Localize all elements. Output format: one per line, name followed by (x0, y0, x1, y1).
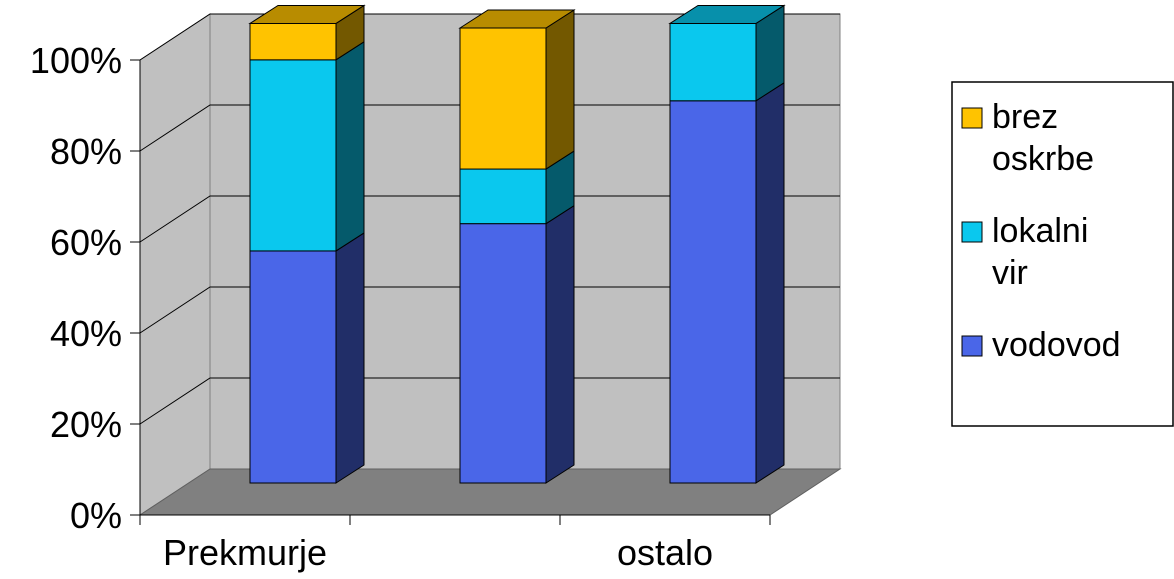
gridline (139, 286, 840, 334)
bar-front (669, 22, 757, 102)
bar-side (545, 204, 575, 484)
bar-top (668, 4, 786, 24)
legend-label: lokalni (992, 212, 1088, 250)
gridline (139, 13, 840, 61)
legend-label: oskrbe (992, 140, 1094, 178)
bar-front (249, 22, 337, 61)
legend-swatch (961, 107, 983, 129)
gridline (139, 377, 840, 425)
bar-segment-lokalni-vir (669, 4, 785, 102)
legend: brez oskrbe lokalni vir vodovod (951, 81, 1174, 427)
gridline (139, 195, 840, 243)
legend-label: vir (992, 254, 1028, 292)
bar-front (669, 100, 757, 484)
bar-side (755, 81, 785, 484)
legend-item: lokalni vir (961, 212, 1088, 292)
bar-front (459, 27, 547, 170)
bar-top (458, 9, 576, 29)
bar-front (249, 59, 337, 252)
bar-top (248, 4, 366, 24)
y-tick-label: 100% (30, 40, 122, 81)
bar-segment-lokalni-vir (459, 150, 575, 225)
y-tick-label: 20% (50, 404, 122, 445)
side-wall (139, 13, 211, 516)
plot-area: 0% 20% 40% 60% 80% 100% Prekmurje ostalo (30, 4, 842, 573)
bar-front (249, 250, 337, 484)
legend-label: brez (992, 98, 1058, 136)
legend-box (951, 81, 1174, 427)
x-tick-label: Prekmurje (163, 532, 327, 573)
legend-item: vodovod (961, 326, 1121, 364)
y-tick-label: 80% (50, 131, 122, 172)
bar-front (459, 168, 547, 225)
bar-segment-brez-oskrbe (459, 9, 575, 170)
x-tick-label: ostalo (617, 532, 713, 573)
legend-item: brez oskrbe (961, 98, 1094, 178)
y-tick-label: 40% (50, 313, 122, 354)
bar-segment-vodovod (669, 81, 785, 484)
bar-side (545, 9, 575, 170)
bar-side (335, 232, 365, 484)
bar-segment-vodovod (249, 232, 365, 484)
legend-swatch (961, 221, 983, 243)
legend-label: vodovod (992, 326, 1121, 364)
legend-swatch (961, 335, 983, 357)
bar-segment-lokalni-vir (249, 40, 365, 252)
y-tick-label: 60% (50, 222, 122, 263)
y-tick-label: 0% (70, 495, 122, 536)
bar-front (459, 223, 547, 484)
bar-side (335, 40, 365, 252)
gridline (139, 104, 840, 152)
bar-segment-vodovod (459, 204, 575, 484)
